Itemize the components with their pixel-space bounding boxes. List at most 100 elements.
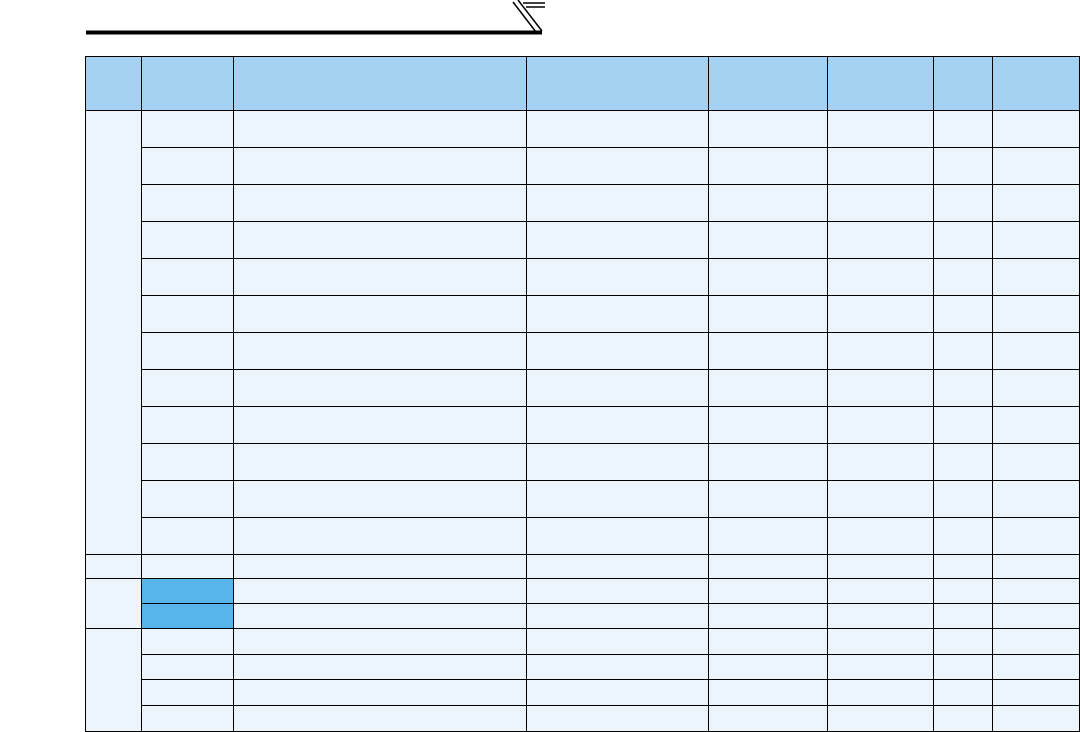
table-cell — [827, 295, 934, 333]
table-cell — [526, 480, 709, 518]
table-cell — [526, 517, 709, 555]
table-cell — [526, 258, 709, 296]
table-cell — [526, 443, 709, 481]
header-cell — [233, 56, 527, 111]
table-cell — [233, 705, 527, 732]
table-cell — [708, 332, 828, 370]
table-cell — [827, 332, 934, 370]
highlighted-cell — [141, 603, 234, 629]
table-cell — [233, 406, 527, 444]
table-cell — [708, 578, 828, 604]
table-cell — [526, 295, 709, 333]
table-cell — [992, 184, 1080, 222]
table-cell — [827, 443, 934, 481]
table-cell — [526, 221, 709, 259]
table-cell — [992, 258, 1080, 296]
header-cell — [992, 56, 1080, 111]
table-cell — [933, 221, 993, 259]
table-cell — [992, 578, 1080, 604]
table-cell — [233, 295, 527, 333]
header-cell — [526, 56, 709, 111]
table-cell — [708, 603, 828, 629]
table-cell — [827, 517, 934, 555]
table-cell — [992, 369, 1080, 407]
table-cell — [141, 147, 234, 185]
table-cell — [933, 295, 993, 333]
table-cell — [708, 110, 828, 148]
table-cell — [708, 258, 828, 296]
table-cell — [933, 369, 993, 407]
table-cell — [992, 705, 1080, 732]
table-cell — [933, 110, 993, 148]
highlighted-cell — [141, 578, 234, 604]
table-cell — [827, 603, 934, 629]
table-cell — [233, 258, 527, 296]
table-cell — [933, 554, 993, 579]
table-cell — [526, 110, 709, 148]
table-cell — [141, 443, 234, 481]
group-cell — [85, 554, 142, 579]
table-cell — [992, 295, 1080, 333]
table-cell — [141, 705, 234, 732]
table-cell — [708, 705, 828, 732]
table-cell — [233, 443, 527, 481]
table-cell — [141, 628, 234, 655]
table-cell — [933, 332, 993, 370]
table-cell — [526, 654, 709, 680]
table-cell — [992, 517, 1080, 555]
table-cell — [141, 480, 234, 518]
table-cell — [141, 110, 234, 148]
table-cell — [827, 369, 934, 407]
table-cell — [933, 517, 993, 555]
table-cell — [933, 705, 993, 732]
table-cell — [526, 554, 709, 579]
table-cell — [933, 628, 993, 655]
table-cell — [992, 654, 1080, 680]
table-cell — [141, 369, 234, 407]
table-cell — [233, 184, 527, 222]
table-cell — [141, 295, 234, 333]
table-cell — [933, 147, 993, 185]
table-cell — [992, 603, 1080, 629]
table-cell — [827, 554, 934, 579]
table-cell — [933, 603, 993, 629]
table-cell — [933, 258, 993, 296]
table-cell — [233, 654, 527, 680]
table-cell — [933, 578, 993, 604]
table-cell — [141, 406, 234, 444]
table-cell — [141, 221, 234, 259]
table-cell — [141, 258, 234, 296]
table-cell — [827, 705, 934, 732]
table-cell — [526, 332, 709, 370]
table-cell — [233, 147, 527, 185]
table-cell — [233, 480, 527, 518]
table-cell — [827, 578, 934, 604]
table-cell — [827, 654, 934, 680]
table-cell — [526, 679, 709, 706]
table-cell — [827, 147, 934, 185]
table-cell — [933, 443, 993, 481]
table-cell — [526, 184, 709, 222]
table-cell — [708, 628, 828, 655]
table-cell — [526, 147, 709, 185]
table-cell — [708, 221, 828, 259]
table-cell — [827, 221, 934, 259]
table-cell — [708, 517, 828, 555]
header-cell — [933, 56, 993, 111]
header-cell — [708, 56, 828, 111]
table-cell — [933, 679, 993, 706]
table-cell — [827, 679, 934, 706]
header-cell — [141, 56, 234, 111]
table-cell — [708, 443, 828, 481]
table-cell — [933, 480, 993, 518]
table-cell — [708, 406, 828, 444]
table-cell — [141, 184, 234, 222]
diagonal-stroke — [512, 1, 537, 33]
table-cell — [141, 517, 234, 555]
table-cell — [992, 628, 1080, 655]
table-cell — [992, 332, 1080, 370]
table-cell — [708, 679, 828, 706]
table-cell — [992, 110, 1080, 148]
table-cell — [526, 406, 709, 444]
table-cell — [933, 406, 993, 444]
